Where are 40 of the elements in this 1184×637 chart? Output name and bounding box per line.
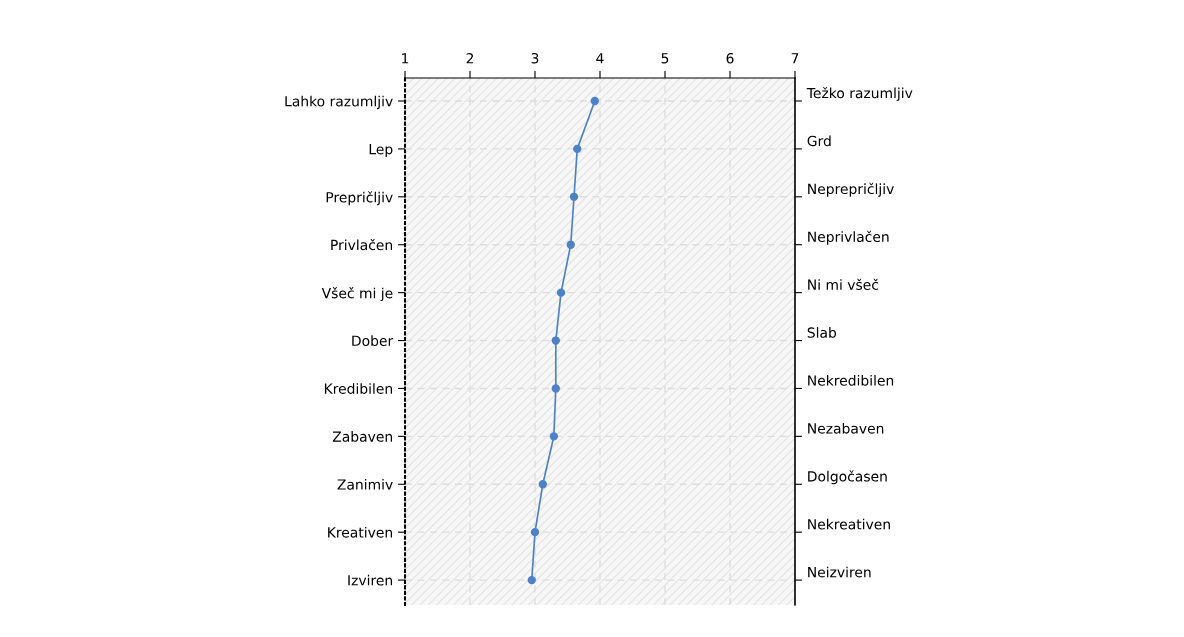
x-tick-label: 1 <box>402 53 409 64</box>
y2-tick-label: Nekredibilen <box>808 375 894 386</box>
point <box>573 144 582 154</box>
point <box>551 384 560 393</box>
y-tick-label: Zanimiv <box>337 478 393 490</box>
x-tick-label: 3 <box>531 53 539 64</box>
y-tick-label: Lahko razumljiv <box>285 95 393 110</box>
y-tick-label: Všeč mi je <box>321 287 393 302</box>
y2-tick-label: Nezabaven <box>808 422 884 434</box>
point <box>530 528 540 537</box>
y2-tick-label: Grd <box>807 135 831 147</box>
y-tick-label: Izviren <box>348 574 393 586</box>
y2-tick-label: Neprepričljiv <box>808 182 894 197</box>
y2-tick-label: Nekreativen <box>808 518 890 530</box>
point <box>569 192 579 201</box>
y2-tick-label: Neprivlačen <box>808 230 889 245</box>
point <box>527 575 536 585</box>
x-tick-label: 2 <box>466 53 474 64</box>
y-tick-label: Kredibilen <box>324 383 393 394</box>
y-tick-label: Lep <box>369 144 393 158</box>
x-tick-label: 5 <box>661 53 669 64</box>
y2-tick-label: Težko razumljiv <box>806 87 913 101</box>
point <box>566 240 575 249</box>
point <box>538 480 547 489</box>
y2-tick-label: Dolgočasen <box>808 470 887 485</box>
y-tick-label: Privlačen <box>331 238 393 251</box>
x-tick-label: 7 <box>791 53 799 64</box>
y-tick-label: Kreativen <box>328 526 393 538</box>
y2-tick-label: Neizviren <box>808 566 871 578</box>
y-tick-label: Dober <box>352 335 394 347</box>
y2-tick-label: Slab <box>807 327 837 338</box>
y-tick-label: Prepričljiv <box>326 191 393 206</box>
x-tick-label: 6 <box>726 53 734 64</box>
point <box>549 432 559 441</box>
y2-tick-label: Ni mi všeč <box>808 278 879 290</box>
y-tick-label: Zabaven <box>332 431 393 442</box>
point <box>551 336 560 345</box>
point <box>556 288 566 297</box>
point <box>590 96 599 106</box>
x-tick-label: 4 <box>596 53 604 64</box>
